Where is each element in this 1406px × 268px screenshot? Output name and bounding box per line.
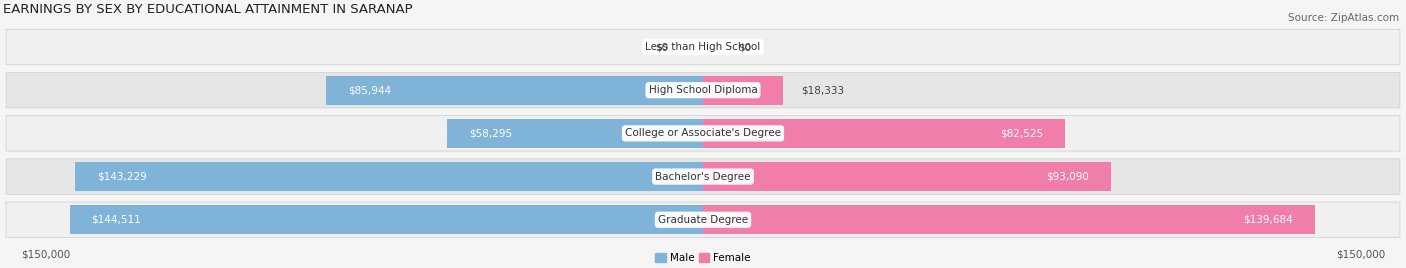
Bar xyxy=(703,76,783,105)
Bar xyxy=(75,162,703,191)
Bar xyxy=(447,119,703,148)
Legend: Male, Female: Male, Female xyxy=(651,249,755,267)
Text: $82,525: $82,525 xyxy=(1000,128,1043,138)
Text: $18,333: $18,333 xyxy=(801,85,844,95)
Text: Source: ZipAtlas.com: Source: ZipAtlas.com xyxy=(1288,13,1399,23)
FancyBboxPatch shape xyxy=(6,159,1400,194)
Text: $143,229: $143,229 xyxy=(97,172,146,182)
FancyBboxPatch shape xyxy=(6,29,1400,65)
FancyBboxPatch shape xyxy=(6,202,1400,237)
Bar xyxy=(703,205,1315,234)
Text: College or Associate's Degree: College or Associate's Degree xyxy=(626,128,780,138)
Text: $0: $0 xyxy=(655,42,668,52)
Bar xyxy=(703,162,1111,191)
Text: Bachelor's Degree: Bachelor's Degree xyxy=(655,172,751,182)
Text: $0: $0 xyxy=(738,42,751,52)
Text: $85,944: $85,944 xyxy=(349,85,391,95)
Text: EARNINGS BY SEX BY EDUCATIONAL ATTAINMENT IN SARANAP: EARNINGS BY SEX BY EDUCATIONAL ATTAINMEN… xyxy=(3,3,412,16)
Text: $93,090: $93,090 xyxy=(1046,172,1090,182)
Bar xyxy=(69,205,703,234)
Bar xyxy=(326,76,703,105)
Text: High School Diploma: High School Diploma xyxy=(648,85,758,95)
FancyBboxPatch shape xyxy=(6,116,1400,151)
FancyBboxPatch shape xyxy=(6,73,1400,108)
Text: Graduate Degree: Graduate Degree xyxy=(658,215,748,225)
Text: $58,295: $58,295 xyxy=(470,128,513,138)
Text: Less than High School: Less than High School xyxy=(645,42,761,52)
Bar xyxy=(703,119,1064,148)
Text: $144,511: $144,511 xyxy=(91,215,141,225)
Text: $139,684: $139,684 xyxy=(1243,215,1294,225)
